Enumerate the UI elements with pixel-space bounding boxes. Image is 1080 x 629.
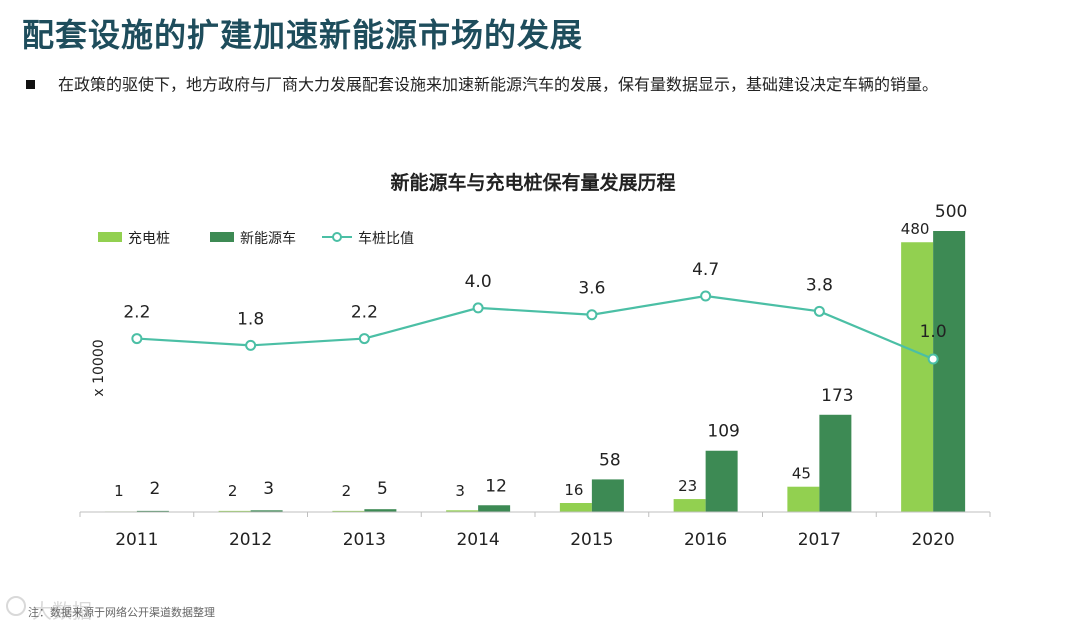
ratio-point (927, 353, 939, 365)
data-label-nev: 58 (599, 450, 621, 470)
legend-label: 车桩比值 (358, 230, 414, 247)
data-label-nev: 3 (263, 479, 274, 499)
bar-nev (819, 414, 852, 512)
ratio-label: 2.2 (351, 303, 378, 323)
data-label-charging-pile: 1 (114, 482, 124, 500)
x-tick-label: 2015 (570, 530, 613, 550)
data-label-charging-pile: 2 (228, 482, 238, 500)
ratio-point (586, 309, 598, 321)
data-label-nev: 5 (377, 479, 388, 499)
ratio-point (245, 339, 257, 351)
bar-nev (136, 510, 169, 512)
watermark: 大数据 (32, 599, 92, 623)
footnote: 注：数据来源于网络公开渠道数据整理 (28, 606, 215, 619)
bar-charging-pile (218, 510, 251, 512)
ratio-point (131, 333, 143, 345)
ratio-label: 3.6 (578, 279, 605, 299)
x-tick-label: 2011 (115, 530, 158, 550)
data-label-charging-pile: 23 (678, 477, 697, 495)
legend-label: 充电桩 (128, 230, 170, 247)
data-label-charging-pile: 3 (455, 482, 465, 500)
ratio-point (813, 305, 825, 317)
data-label-nev: 109 (707, 422, 739, 442)
bullet-text: 在政策的驱使下，地方政府与厂商大力发展配套设施来加速新能源汽车的发展，保有量数据… (58, 75, 939, 94)
ratio-point (472, 302, 484, 314)
bar-charging-pile (559, 503, 592, 512)
bar-charging-pile (787, 486, 820, 512)
data-label-nev: 173 (821, 386, 853, 406)
ratio-line-group: 2.2 1.8 2.2 4.0 3.6 4.7 3.8 1.0 (123, 260, 947, 365)
bar-nev (933, 231, 966, 512)
legend: 充电桩 新能源车 车桩比值 (98, 230, 414, 247)
x-tick-label: 2017 (798, 530, 841, 550)
bullet-square (26, 80, 35, 89)
bar-charging-pile (446, 510, 479, 512)
data-label-nev: 2 (149, 479, 160, 499)
chart-title: 新能源车与充电桩保有量发展历程 (390, 171, 675, 194)
legend-label: 新能源车 (240, 230, 296, 247)
ratio-point (700, 290, 712, 302)
data-label-charging-pile: 45 (792, 465, 811, 483)
bar-nev (250, 510, 283, 512)
ratio-label: 1.8 (237, 309, 264, 329)
watermark-icon (6, 596, 26, 616)
x-tick-label: 2016 (684, 530, 727, 550)
bar-nev (705, 450, 738, 512)
x-axis: 2011 2012 2013 2014 2015 2016 2017 2020 (79, 511, 991, 550)
data-label-nev: 500 (935, 202, 967, 222)
x-tick-label: 2013 (343, 530, 386, 550)
legend-swatch (210, 232, 234, 242)
ratio-label: 4.7 (692, 260, 719, 280)
data-label-charging-pile: 2 (342, 482, 352, 500)
legend-swatch (98, 232, 122, 242)
ratio-label: 1.0 (920, 322, 947, 342)
bar-charging-pile (673, 499, 706, 512)
bar-nev (364, 509, 397, 512)
ratio-line (136, 294, 934, 361)
bar-charging-pile (901, 242, 934, 513)
x-tick-label: 2020 (911, 530, 954, 550)
ratio-point (358, 333, 370, 345)
page-title: 配套设施的扩建加速新能源市场的发展 (22, 16, 584, 54)
data-label-charging-pile: 480 (901, 220, 930, 238)
y-axis-label: x 10000 (91, 339, 107, 396)
ratio-label: 2.2 (123, 303, 150, 323)
data-label-charging-pile: 16 (564, 481, 583, 499)
data-label-nev: 12 (485, 476, 507, 496)
x-tick-label: 2012 (229, 530, 272, 550)
ratio-label: 3.8 (806, 275, 833, 295)
bar-nev (591, 479, 624, 512)
bar-charging-pile (332, 510, 365, 512)
ratio-label: 4.0 (465, 272, 492, 292)
bar-nev (478, 505, 511, 512)
legend-swatch-marker (332, 232, 342, 242)
x-tick-label: 2014 (456, 530, 499, 550)
